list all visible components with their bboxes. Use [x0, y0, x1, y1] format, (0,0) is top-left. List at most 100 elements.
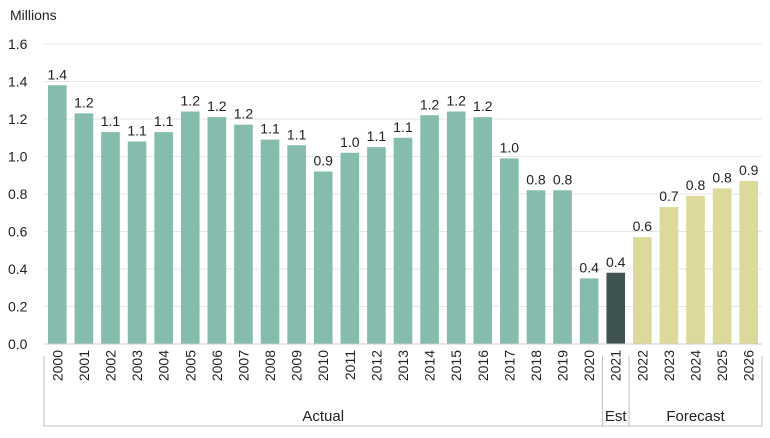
x-tick-label: 2002	[102, 350, 118, 381]
bar	[712, 188, 732, 344]
bar	[287, 145, 306, 344]
data-label: 0.4	[579, 259, 599, 275]
data-label: 1.2	[181, 93, 201, 109]
bar	[47, 85, 67, 344]
data-label: 0.8	[686, 177, 706, 193]
x-tick-label: 2019	[555, 350, 571, 381]
x-axis: 2000 2001 2002 2003 2004 2005 2006 2007 2008 2009…	[44, 343, 762, 381]
x-tick-label: 2026	[741, 350, 757, 381]
y-tick-label: 0.6	[8, 224, 28, 240]
bar	[313, 171, 333, 344]
x-tick-label: 2022	[634, 350, 650, 381]
bar	[340, 152, 360, 344]
bar	[207, 117, 227, 344]
x-tick-label: 2009	[289, 350, 305, 381]
data-label: 1.2	[74, 94, 94, 110]
bar	[446, 111, 466, 344]
data-label: 1.0	[340, 134, 360, 150]
bar	[420, 115, 439, 344]
data-label: 1.1	[287, 126, 307, 142]
data-label: 1.2	[420, 96, 440, 112]
data-label: 1.2	[473, 98, 493, 114]
x-tick-label: 2021	[608, 350, 624, 381]
x-tick-label: 2005	[182, 350, 198, 381]
data-label: 1.1	[127, 123, 147, 139]
x-tick-label: 2004	[156, 350, 172, 381]
data-label: 1.0	[500, 139, 520, 155]
unit-label: Millions	[10, 7, 57, 23]
x-tick-label: 2010	[315, 350, 331, 381]
bar	[606, 272, 626, 344]
data-label: 1.1	[101, 113, 121, 129]
data-label: 0.8	[526, 171, 546, 187]
y-tick-label: 1.0	[8, 149, 28, 165]
bar	[154, 132, 173, 344]
x-tick-label: 2020	[581, 350, 597, 381]
bar	[526, 190, 546, 344]
bars	[47, 85, 759, 344]
y-tick-label: 1.6	[8, 36, 28, 52]
x-tick-label: 2013	[395, 350, 411, 381]
bar	[686, 195, 705, 344]
bar	[473, 117, 493, 344]
group-brackets: Actual Est Forecast	[43, 356, 763, 427]
data-label: 1.1	[154, 113, 174, 129]
y-axis: 0.0 0.2 0.4 0.6 0.8 1.0 1.2 1.4 1.6	[8, 36, 28, 352]
x-tick-label: 2018	[528, 350, 544, 381]
x-tick-label: 2023	[661, 350, 677, 381]
x-tick-label: 2016	[475, 350, 491, 381]
bar	[101, 132, 120, 344]
y-tick-label: 0.4	[8, 261, 28, 277]
data-label: 0.7	[659, 188, 679, 204]
data-label: 0.9	[313, 153, 333, 169]
x-tick-label: 2011	[342, 350, 358, 380]
x-tick-label: 2025	[714, 350, 730, 381]
data-label: 0.6	[633, 218, 653, 234]
y-tick-label: 1.4	[8, 74, 28, 90]
x-tick-label: 2006	[209, 350, 225, 381]
y-tick-label: 1.2	[8, 111, 28, 127]
x-tick-label: 2003	[129, 350, 145, 381]
bar	[633, 237, 652, 344]
data-label: 1.1	[367, 128, 387, 144]
x-tick-label: 2014	[422, 350, 438, 381]
x-tick-label: 2000	[49, 350, 65, 381]
data-label: 1.1	[260, 121, 280, 137]
data-label: 1.2	[207, 98, 227, 114]
x-tick-label: 2024	[688, 350, 704, 381]
data-label: 0.8	[553, 171, 573, 187]
x-tick-label: 2015	[448, 350, 464, 381]
y-tick-label: 0.2	[8, 299, 28, 315]
x-tick-label: 2007	[235, 350, 251, 381]
data-label: 0.4	[606, 254, 626, 270]
data-label: 1.4	[48, 66, 68, 82]
bar	[260, 139, 280, 344]
bar	[234, 124, 253, 344]
x-tick-label: 2012	[368, 350, 384, 381]
group-label: Actual	[302, 408, 344, 425]
x-tick-label: 2001	[76, 350, 92, 381]
group-label: Est	[605, 408, 628, 425]
bar	[180, 111, 200, 344]
group-label: Forecast	[666, 408, 725, 425]
data-label: 1.2	[234, 106, 254, 122]
y-tick-label: 0.8	[8, 186, 28, 202]
data-label: 1.2	[446, 93, 466, 109]
x-tick-label: 2008	[262, 350, 278, 381]
bar	[127, 141, 147, 344]
data-label: 0.9	[739, 162, 759, 178]
data-label: 0.8	[712, 169, 732, 185]
bar	[500, 158, 519, 344]
data-label: 1.1	[393, 119, 413, 135]
bar	[553, 190, 572, 344]
bar	[367, 147, 386, 344]
bar	[739, 180, 759, 344]
bar	[74, 113, 94, 344]
x-tick-label: 2017	[501, 350, 517, 381]
bar	[659, 207, 679, 344]
bar	[393, 137, 413, 344]
bar	[579, 278, 599, 344]
data-labels: 1.4 1.2 1.1 1.1 1.1 1.2 1.2 1.2 1.1 1.1 0.9 1.0 1.1 1…	[48, 66, 759, 275]
